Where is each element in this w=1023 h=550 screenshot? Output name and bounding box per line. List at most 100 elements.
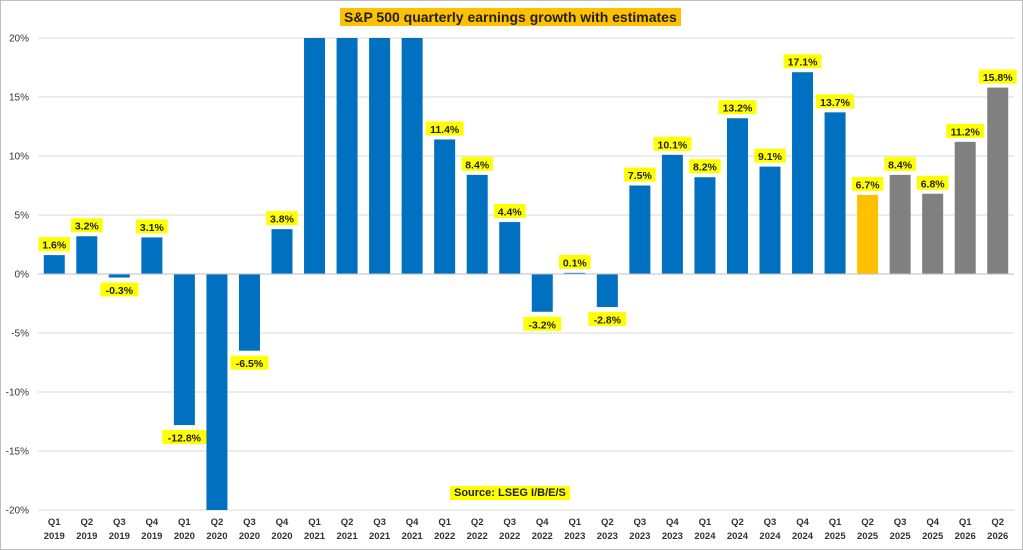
x-tick-year: 2023 — [564, 531, 585, 542]
x-tick-year: 2019 — [141, 531, 162, 542]
x-tick-year: 2024 — [792, 531, 814, 542]
data-label: 4.4% — [498, 207, 523, 219]
data-label: 8.4% — [465, 159, 490, 171]
data-label-bg — [230, 355, 269, 370]
x-tick-quarter: Q3 — [894, 517, 907, 528]
data-label: 8.4% — [888, 159, 913, 171]
data-label: 11.4% — [430, 124, 460, 136]
x-tick-quarter: Q1 — [959, 517, 972, 528]
data-label: 3.1% — [140, 222, 165, 234]
x-tick-year: 2019 — [44, 531, 65, 542]
x-tick-quarter: Q1 — [308, 517, 321, 528]
bar-actual — [434, 139, 456, 274]
bar-actual — [759, 166, 781, 274]
y-tick-label: -10% — [6, 388, 29, 399]
data-label-bg — [816, 94, 855, 109]
x-tick-quarter: Q3 — [764, 517, 777, 528]
bar-actual — [499, 222, 521, 274]
x-tick-year: 2026 — [987, 531, 1008, 542]
x-tick-quarter: Q2 — [601, 517, 614, 528]
x-tick-year: 2022 — [499, 531, 520, 542]
chart-title: S&P 500 quarterly earnings growth with e… — [340, 8, 681, 26]
data-label-bg — [559, 254, 591, 269]
x-tick-quarter: Q3 — [113, 517, 126, 528]
x-tick-quarter: Q2 — [861, 517, 874, 528]
x-tick-year: 2020 — [174, 531, 195, 542]
data-label: 15.8% — [983, 72, 1013, 84]
x-tick-year: 2022 — [434, 531, 455, 542]
data-label: -2.8% — [594, 315, 622, 327]
data-label-bg — [588, 312, 627, 327]
data-label: 17.1% — [788, 57, 818, 69]
data-label-bg — [718, 100, 757, 115]
x-tick-quarter: Q4 — [276, 517, 289, 528]
data-label: 11.2% — [951, 126, 981, 138]
x-tick-year: 2025 — [824, 531, 846, 542]
y-tick-label: -5% — [11, 329, 29, 340]
bar-actual — [238, 274, 260, 351]
bar-actual — [694, 177, 716, 274]
data-label-bg — [978, 69, 1017, 84]
x-tick-year: 2023 — [629, 531, 650, 542]
bar-actual — [564, 272, 586, 274]
x-tick-year: 2021 — [369, 531, 391, 542]
y-tick-label: 10% — [9, 152, 29, 163]
bar-estimate — [954, 141, 976, 274]
bar-actual — [401, 38, 423, 274]
bar-current — [857, 194, 879, 274]
data-label: 13.2% — [723, 103, 753, 115]
bar-actual — [206, 274, 228, 510]
data-label-bg — [754, 148, 786, 163]
x-tick-quarter: Q3 — [373, 517, 386, 528]
x-tick-quarter: Q4 — [666, 517, 679, 528]
bar-actual — [726, 118, 748, 275]
data-label: 8.2% — [693, 162, 718, 174]
y-tick-label: -15% — [6, 447, 29, 458]
data-label: -12.8% — [168, 433, 202, 445]
x-tick-year: 2024 — [727, 531, 749, 542]
bar-actual — [304, 38, 326, 274]
x-tick-quarter: Q1 — [568, 517, 581, 528]
x-tick-quarter: Q1 — [178, 517, 191, 528]
data-label-bg — [38, 237, 71, 252]
bar-actual — [141, 237, 163, 274]
bar-actual — [596, 274, 618, 308]
x-tick-year: 2025 — [890, 531, 912, 542]
data-label-bg — [689, 159, 721, 174]
y-tick-label: -20% — [6, 506, 29, 517]
x-tick-quarter: Q1 — [438, 517, 451, 528]
x-tick-year: 2019 — [76, 531, 97, 542]
x-tick-year: 2025 — [857, 531, 879, 542]
data-label-bg — [425, 121, 464, 136]
bar-actual — [43, 255, 65, 274]
x-tick-quarter: Q1 — [829, 517, 842, 528]
y-tick-label: 20% — [9, 34, 29, 45]
x-tick-year: 2020 — [239, 531, 260, 542]
x-tick-quarter: Q4 — [536, 517, 549, 528]
x-tick-quarter: Q4 — [146, 517, 159, 528]
x-tick-quarter: Q3 — [503, 517, 516, 528]
x-tick-quarter: Q4 — [796, 517, 809, 528]
data-label: 6.7% — [856, 179, 881, 191]
data-label-bg — [946, 123, 985, 138]
bar-actual — [336, 38, 358, 274]
x-tick-year: 2019 — [109, 531, 130, 542]
x-tick-year: 2021 — [304, 531, 326, 542]
data-label-bg — [461, 156, 493, 171]
data-label: 13.7% — [820, 97, 850, 109]
data-label-bg — [136, 219, 168, 234]
x-tick-quarter: Q2 — [731, 517, 744, 528]
x-tick-year: 2022 — [467, 531, 488, 542]
data-label-bg — [162, 430, 207, 445]
bar-actual — [76, 236, 98, 274]
data-label: 7.5% — [628, 170, 653, 182]
x-tick-quarter: Q1 — [48, 517, 61, 528]
bar-estimate — [987, 87, 1009, 274]
x-tick-year: 2020 — [271, 531, 292, 542]
data-label-bg — [851, 176, 884, 191]
data-label: -6.5% — [236, 358, 264, 370]
data-label: 6.8% — [921, 178, 946, 190]
x-tick-quarter: Q4 — [926, 517, 939, 528]
data-label-bg — [653, 136, 692, 151]
